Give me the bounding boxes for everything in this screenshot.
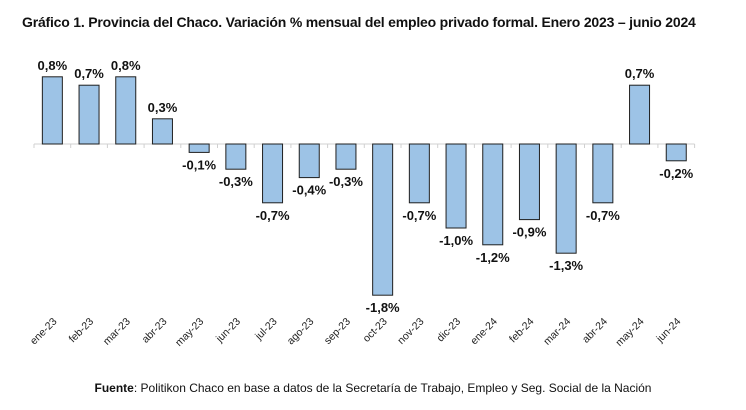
bar-jun-23 <box>225 143 247 170</box>
source-text: : Politikon Chaco en base a datos de la … <box>133 381 652 395</box>
chart-title: Gráfico 1. Provincia del Chaco. Variació… <box>22 14 696 30</box>
bar-abr-23 <box>151 118 173 145</box>
bar-abr-24 <box>592 143 614 204</box>
bar-may-23 <box>188 143 210 153</box>
data-label: -0,7% <box>256 208 290 223</box>
data-label: -0,1% <box>182 157 216 172</box>
data-label: -1,0% <box>439 233 473 248</box>
data-label: -0,4% <box>292 183 326 198</box>
x-tick-label: ene-24 <box>468 316 500 348</box>
bar-feb-24 <box>518 143 540 221</box>
bar-may-24 <box>629 84 651 145</box>
x-tick-label: jun-23 <box>213 316 243 346</box>
data-label: -1,8% <box>366 300 400 315</box>
bar-ene-23 <box>41 76 63 145</box>
source-note: Fuente: Politikon Chaco en base a datos … <box>0 381 746 395</box>
bar-dic-23 <box>445 143 467 229</box>
x-tick-label: ene-23 <box>28 316 60 348</box>
bar-jun-24 <box>665 143 687 162</box>
x-tick-label: mar-23 <box>101 316 133 348</box>
data-label: 0,3% <box>148 100 178 115</box>
x-tick-label: oct-23 <box>361 316 390 345</box>
data-label: -0,3% <box>219 174 253 189</box>
data-label: -1,2% <box>476 250 510 265</box>
bar-chart: 0,8% ene-23 0,7% feb-23 0,8% mar-23 0,3% abr-23… <box>28 58 696 349</box>
bar-sep-23 <box>335 143 357 170</box>
source-label: Fuente <box>94 381 134 395</box>
data-label: 0,8% <box>111 58 141 73</box>
data-label: -0,3% <box>329 174 363 189</box>
bar-ago-23 <box>298 143 320 179</box>
x-tick-label: nov-23 <box>395 316 426 347</box>
x-tick-label: may-23 <box>173 316 206 349</box>
x-tick-label: feb-23 <box>67 316 97 346</box>
x-tick-label: may-24 <box>613 316 646 349</box>
data-label: -1,3% <box>549 258 583 273</box>
x-tick-label: jul-23 <box>252 316 279 343</box>
data-label: 0,7% <box>74 66 104 81</box>
x-tick-label: feb-24 <box>507 316 537 346</box>
x-tick-label: abr-24 <box>580 316 610 346</box>
bar-oct-23 <box>372 143 394 296</box>
bar-mar-24 <box>555 143 577 254</box>
bar-feb-23 <box>78 84 100 145</box>
bar-nov-23 <box>408 143 430 204</box>
x-tick-label: sep-23 <box>322 316 353 347</box>
x-tick-label: jun-24 <box>654 316 684 346</box>
x-tick-label: abr-23 <box>140 316 170 346</box>
data-label: -0,2% <box>659 166 693 181</box>
bar-jul-23 <box>262 143 284 204</box>
x-tick-label: dic-23 <box>434 316 463 345</box>
bar-ene-24 <box>482 143 504 246</box>
data-label: -0,7% <box>586 208 620 223</box>
data-label: -0,9% <box>512 225 546 240</box>
data-label: 0,8% <box>38 58 68 73</box>
data-label: 0,7% <box>625 66 655 81</box>
bar-mar-23 <box>115 76 137 145</box>
data-label: -0,7% <box>402 208 436 223</box>
x-tick-label: ago-23 <box>285 316 317 348</box>
x-tick-label: mar-24 <box>541 316 573 348</box>
